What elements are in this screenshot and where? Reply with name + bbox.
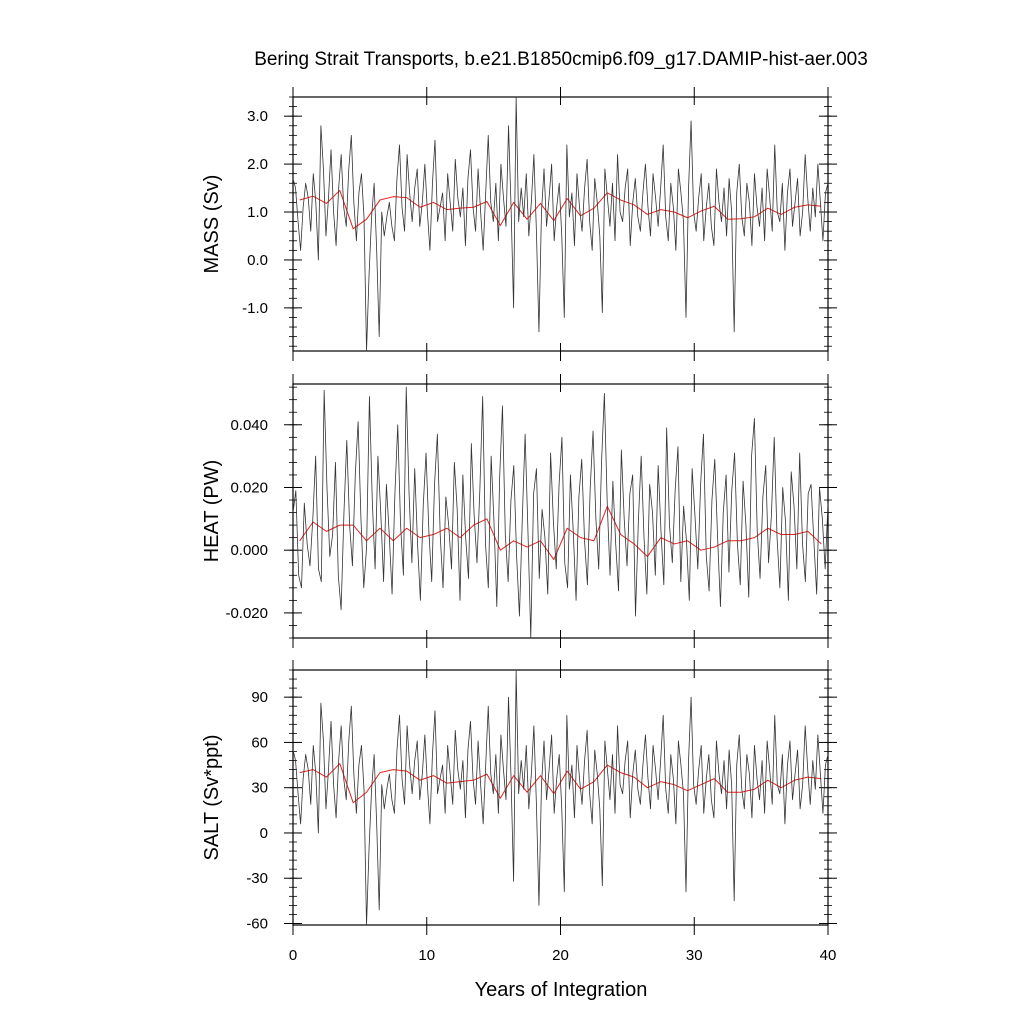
y-axis-label-heat: HEAT (PW) <box>201 460 223 563</box>
panel-heat: 0.040 0.020 0.000 -0.020 HEAT (PW) <box>201 374 837 648</box>
annual-mean-line-heat <box>299 505 822 561</box>
y-axis-label-salt: SALT (Sv*ppt) <box>201 735 223 861</box>
x-tick-label: 40 <box>820 947 837 964</box>
y-tick-label-mass: -1.0 <box>242 300 268 317</box>
y-axis-label-mass: MASS (Sv) <box>201 175 223 274</box>
y-tick-label-salt: 0 <box>260 825 268 842</box>
y-tick-label-heat: -0.020 <box>225 605 268 622</box>
chart-title: Bering Strait Transports, b.e21.B1850cmi… <box>254 49 868 70</box>
y-tick-label-heat: 0.000 <box>230 542 268 559</box>
panel-salt: 90 60 30 0 -30 -60 SALT (Sv*ppt) <box>201 660 837 935</box>
y-tick-label-heat: 0.020 <box>230 479 268 496</box>
y-tick-label-salt: 90 <box>251 689 268 706</box>
y-tick-label-mass: 0.0 <box>247 252 268 269</box>
y-tick-label-heat: 0.040 <box>230 417 268 434</box>
x-tick-label: 20 <box>552 947 569 964</box>
x-axis-label: Years of Integration <box>475 979 648 1001</box>
plot-frame-salt <box>292 669 829 926</box>
y-tick-label-mass: 2.0 <box>247 156 268 173</box>
monthly-line-mass <box>292 96 829 352</box>
y-tick-label-mass: 3.0 <box>247 108 268 125</box>
y-tick-label-mass: 1.0 <box>247 204 268 221</box>
x-tick-label: 30 <box>686 947 703 964</box>
monthly-line-heat <box>292 386 829 639</box>
y-tick-label-salt: 60 <box>251 734 268 751</box>
y-tick-label-salt: -30 <box>246 870 268 887</box>
panel-mass: 3.0 2.0 1.0 0.0 -1.0 MASS (Sv) <box>201 87 837 361</box>
x-tick-label: 10 <box>418 947 435 964</box>
y-tick-label-salt: 30 <box>251 780 268 797</box>
plot-frame-heat <box>292 383 829 639</box>
monthly-line-salt <box>292 669 829 926</box>
plot-frame-mass <box>292 96 829 352</box>
panels: 3.0 2.0 1.0 0.0 -1.0 MASS (Sv) 0.040 0.020 0.000… <box>201 87 837 964</box>
x-tick-label: 0 <box>289 947 297 964</box>
y-tick-label-salt: -60 <box>246 915 268 932</box>
